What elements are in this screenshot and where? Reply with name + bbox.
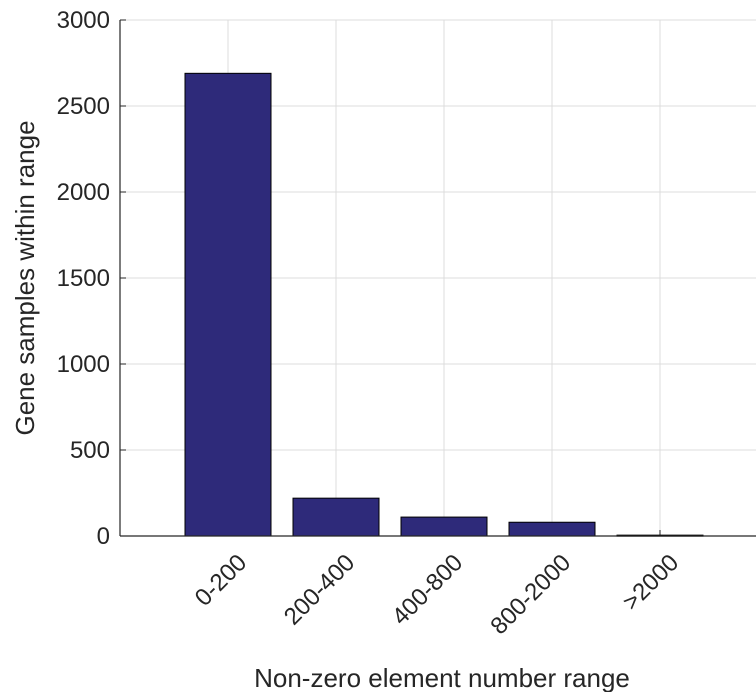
bar-1: [292, 497, 380, 537]
y-tick-label: 2000: [57, 179, 110, 206]
y-tick-labels: 0 500 1000 1500 2000 2500 3000: [57, 7, 110, 550]
y-tick-label: 500: [70, 437, 110, 464]
y-tick-label: 0: [97, 523, 110, 550]
x-tick-label: 0-200: [190, 549, 253, 612]
y-tick-label: 2500: [57, 93, 110, 120]
bar-3: [508, 521, 596, 537]
bar-2: [400, 516, 488, 537]
x-tick-labels: 0-200 200-400 400-800 800-2000 >2000: [190, 549, 685, 640]
x-tick-label: 800-2000: [485, 549, 576, 640]
bar-0: [184, 72, 272, 537]
y-tick-label: 1000: [57, 351, 110, 378]
y-tick-label: 1500: [57, 265, 110, 292]
x-tick-label: >2000: [617, 549, 684, 616]
y-axis-label: Gene samples within range: [10, 120, 40, 435]
axes: [119, 20, 756, 537]
y-tick-label: 3000: [57, 7, 110, 34]
x-axis-label: Non-zero element number range: [254, 663, 630, 692]
x-tick-label: 400-800: [387, 549, 468, 630]
x-tick-label: 200-400: [279, 549, 360, 630]
